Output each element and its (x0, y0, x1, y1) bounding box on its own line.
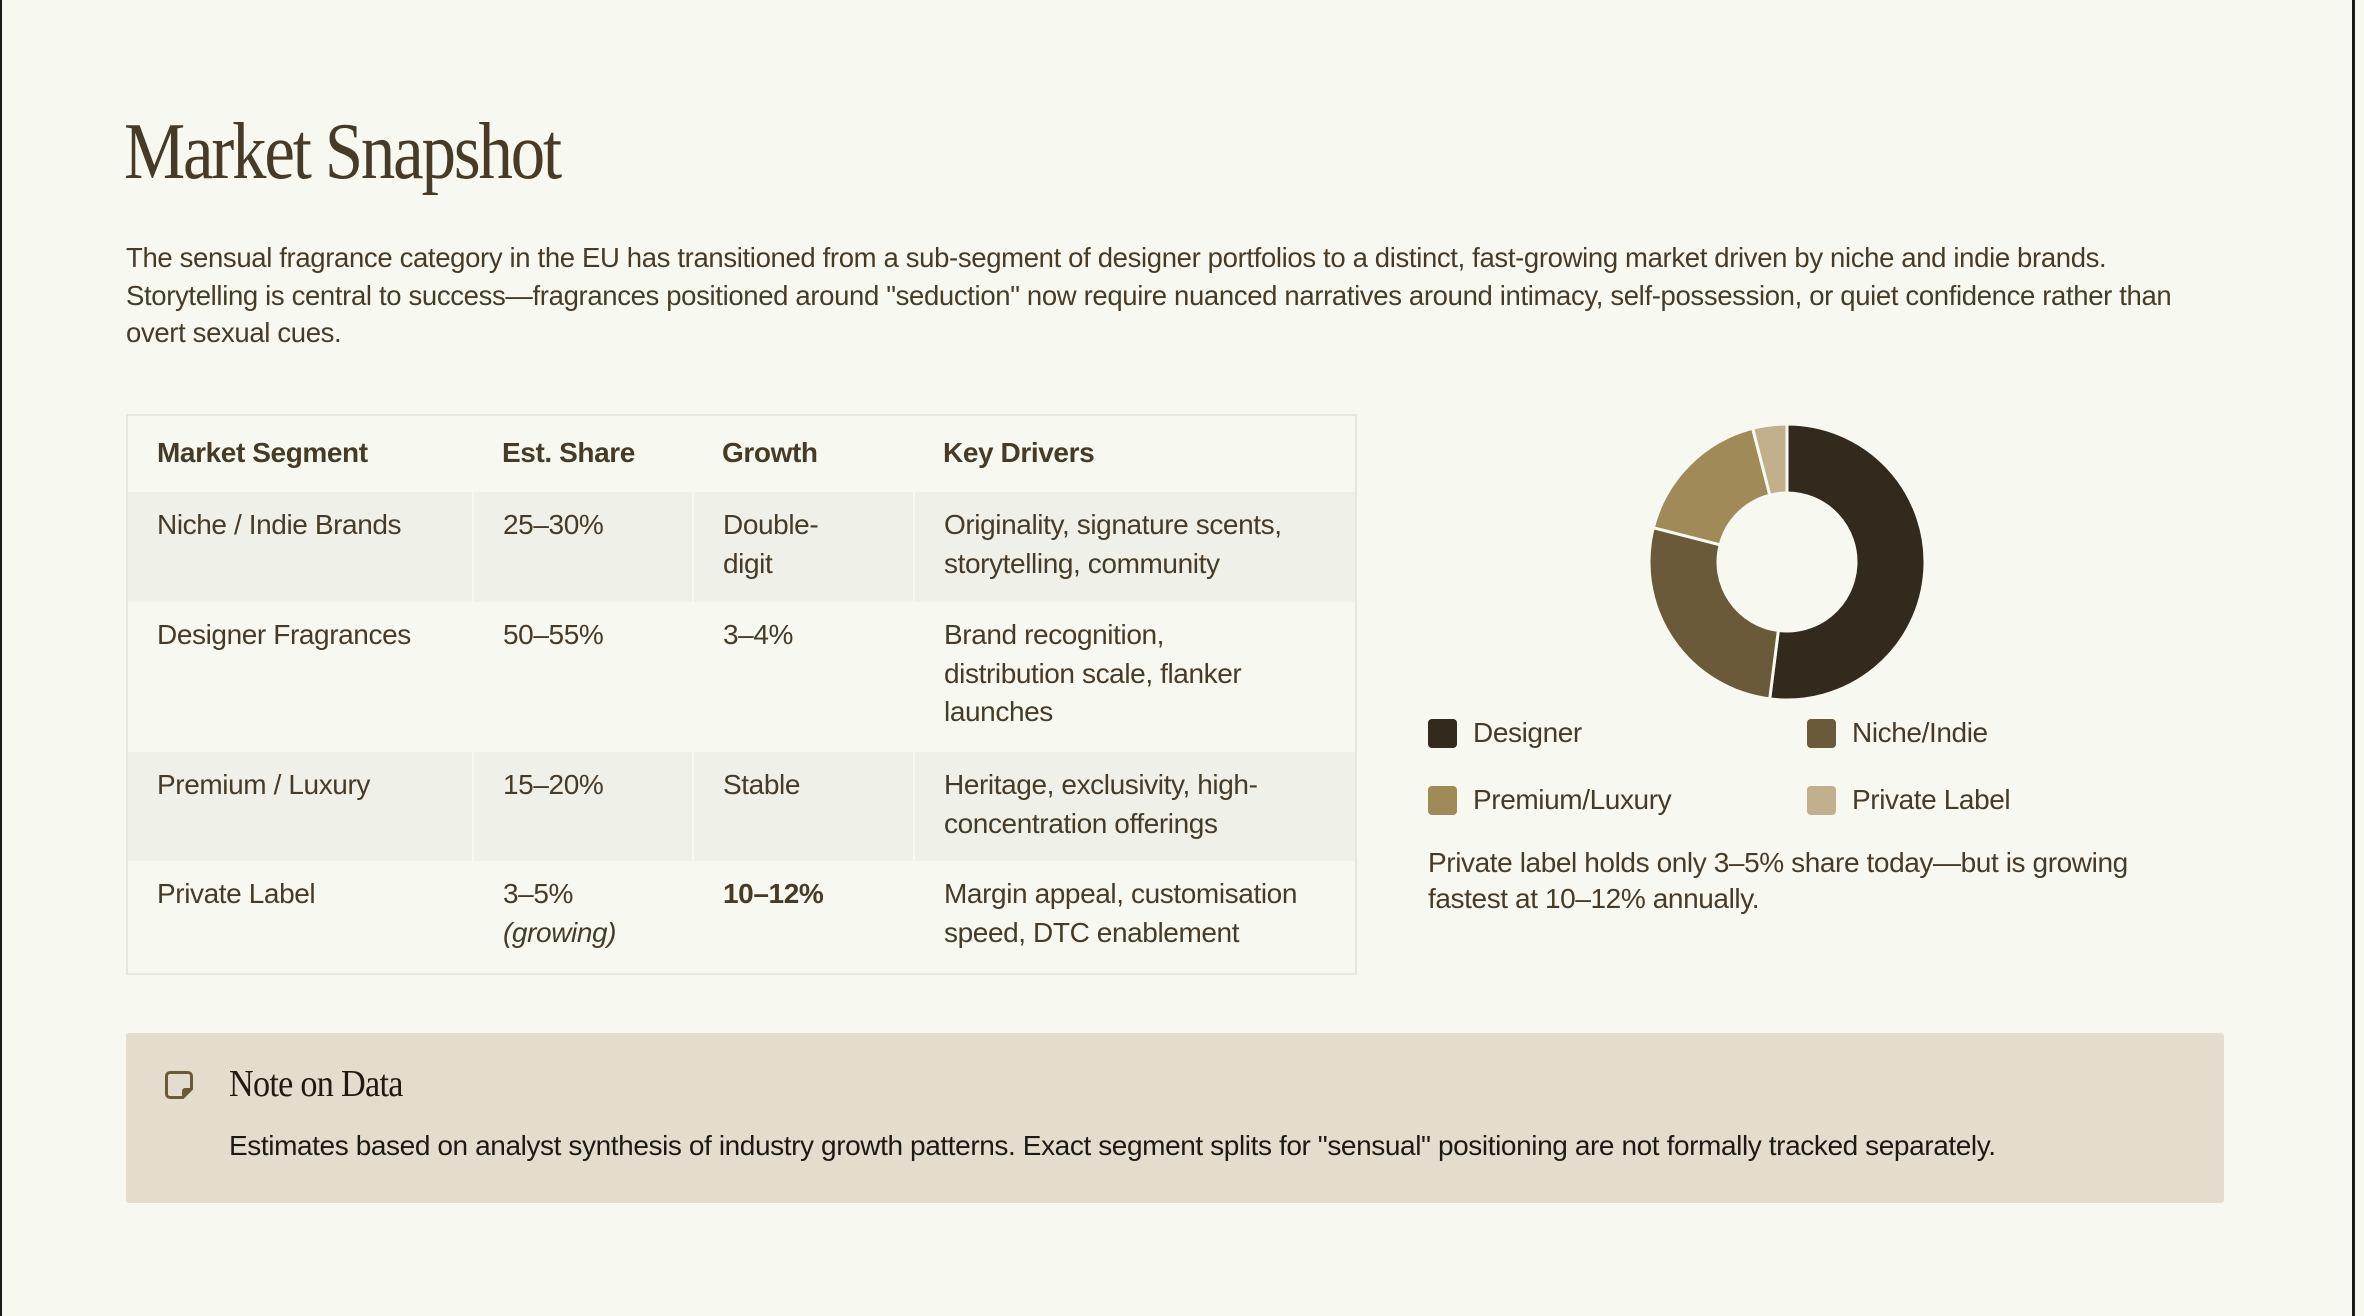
legend-item-private-label: Private Label (1807, 779, 2011, 821)
legend-label: Premium/Luxury (1473, 784, 1672, 815)
header-key-drivers: Key Drivers (943, 436, 1095, 468)
legend-item-niche: Niche/Indie (1807, 712, 1988, 754)
table-row: Designer Fragrances 50–55% 3–4% Brand re… (128, 602, 1355, 752)
market-share-donut-chart (1647, 422, 1927, 702)
table-row: Private Label 3–5% (growing) 10–12% Marg… (128, 861, 1355, 973)
cell-drivers: Heritage, exclusivity, high-concentratio… (913, 752, 1355, 861)
header-growth: Growth (722, 436, 818, 468)
window-border-left (0, 0, 2, 1316)
cell-segment: Niche / Indie Brands (128, 492, 473, 602)
legend-item-premium: Premium/Luxury (1428, 779, 1672, 821)
cell-drivers: Margin appeal, customisation speed, DTC … (944, 878, 1297, 948)
chart-caption: Private label holds only 3–5% share toda… (1428, 847, 2128, 914)
cell-share: 15–20% (472, 752, 693, 861)
legend-swatch-private-label (1807, 785, 1836, 815)
table-row: Niche / Indie Brands 25–30% Double-digit… (128, 492, 1355, 602)
legend-label: Niche/Indie (1852, 717, 1988, 748)
note-title: Note on Data (229, 1063, 403, 1105)
cell-share: 25–30% (472, 492, 693, 602)
cell-drivers: Brand recognition, distribution scale, f… (914, 602, 1355, 752)
donut-slice-designer (1768, 422, 1927, 702)
intro-paragraph: The sensual fragrance category in the EU… (126, 242, 2172, 348)
legend-label: Designer (1473, 717, 1582, 748)
table-header-row: Market Segment Est. Share Growth Key Dri… (128, 416, 1355, 492)
drivers-text: Brand recognition, distribution scale, f… (944, 619, 1242, 727)
share-value: 3–5% (503, 878, 574, 909)
donut-slices (1647, 422, 1927, 702)
cell-segment: Premium / Luxury (128, 752, 473, 861)
market-segment-table: Market Segment Est. Share Growth Key Dri… (126, 414, 1357, 975)
page-title: Market Snapshot (124, 108, 562, 196)
legend-item-designer: Designer (1428, 712, 1582, 754)
cell-share: 50–55% (503, 619, 604, 650)
donut-slice-niche-indie (1647, 525, 1781, 701)
legend-swatch-designer (1428, 718, 1457, 748)
donut-slice-premium-luxury (1651, 426, 1772, 547)
cell-drivers: Originality, signature scents, storytell… (913, 492, 1355, 602)
cell-growth: Double-digit (692, 492, 914, 602)
window-edge (2355, 0, 2364, 1316)
note-body: Estimates based on analyst synthesis of … (229, 1130, 1996, 1161)
header-market-segment: Market Segment (157, 436, 368, 468)
legend-label: Private Label (1852, 784, 2011, 815)
legend-swatch-niche (1807, 718, 1836, 748)
donut-slice-private-label (1750, 422, 1789, 497)
header-est-share: Est. Share (502, 436, 635, 468)
growth-value: Double-digit (723, 509, 819, 579)
sticky-note-icon (165, 1071, 193, 1099)
share-note: (growing) (503, 916, 617, 948)
cell-growth: 3–4% (723, 619, 794, 650)
cell-segment: Designer Fragrances (157, 619, 411, 650)
window-border-right (2352, 0, 2355, 1316)
note-callout: Note on Data Estimates based on analyst … (126, 1033, 2224, 1203)
cell-growth: Stable (692, 752, 914, 861)
cell-share: 3–5% (growing) (473, 861, 693, 973)
legend-swatch-premium (1428, 785, 1457, 815)
cell-segment: Private Label (157, 878, 316, 909)
cell-growth-highlight: 10–12% (723, 878, 824, 909)
table-row: Premium / Luxury 15–20% Stable Heritage,… (128, 752, 1355, 861)
